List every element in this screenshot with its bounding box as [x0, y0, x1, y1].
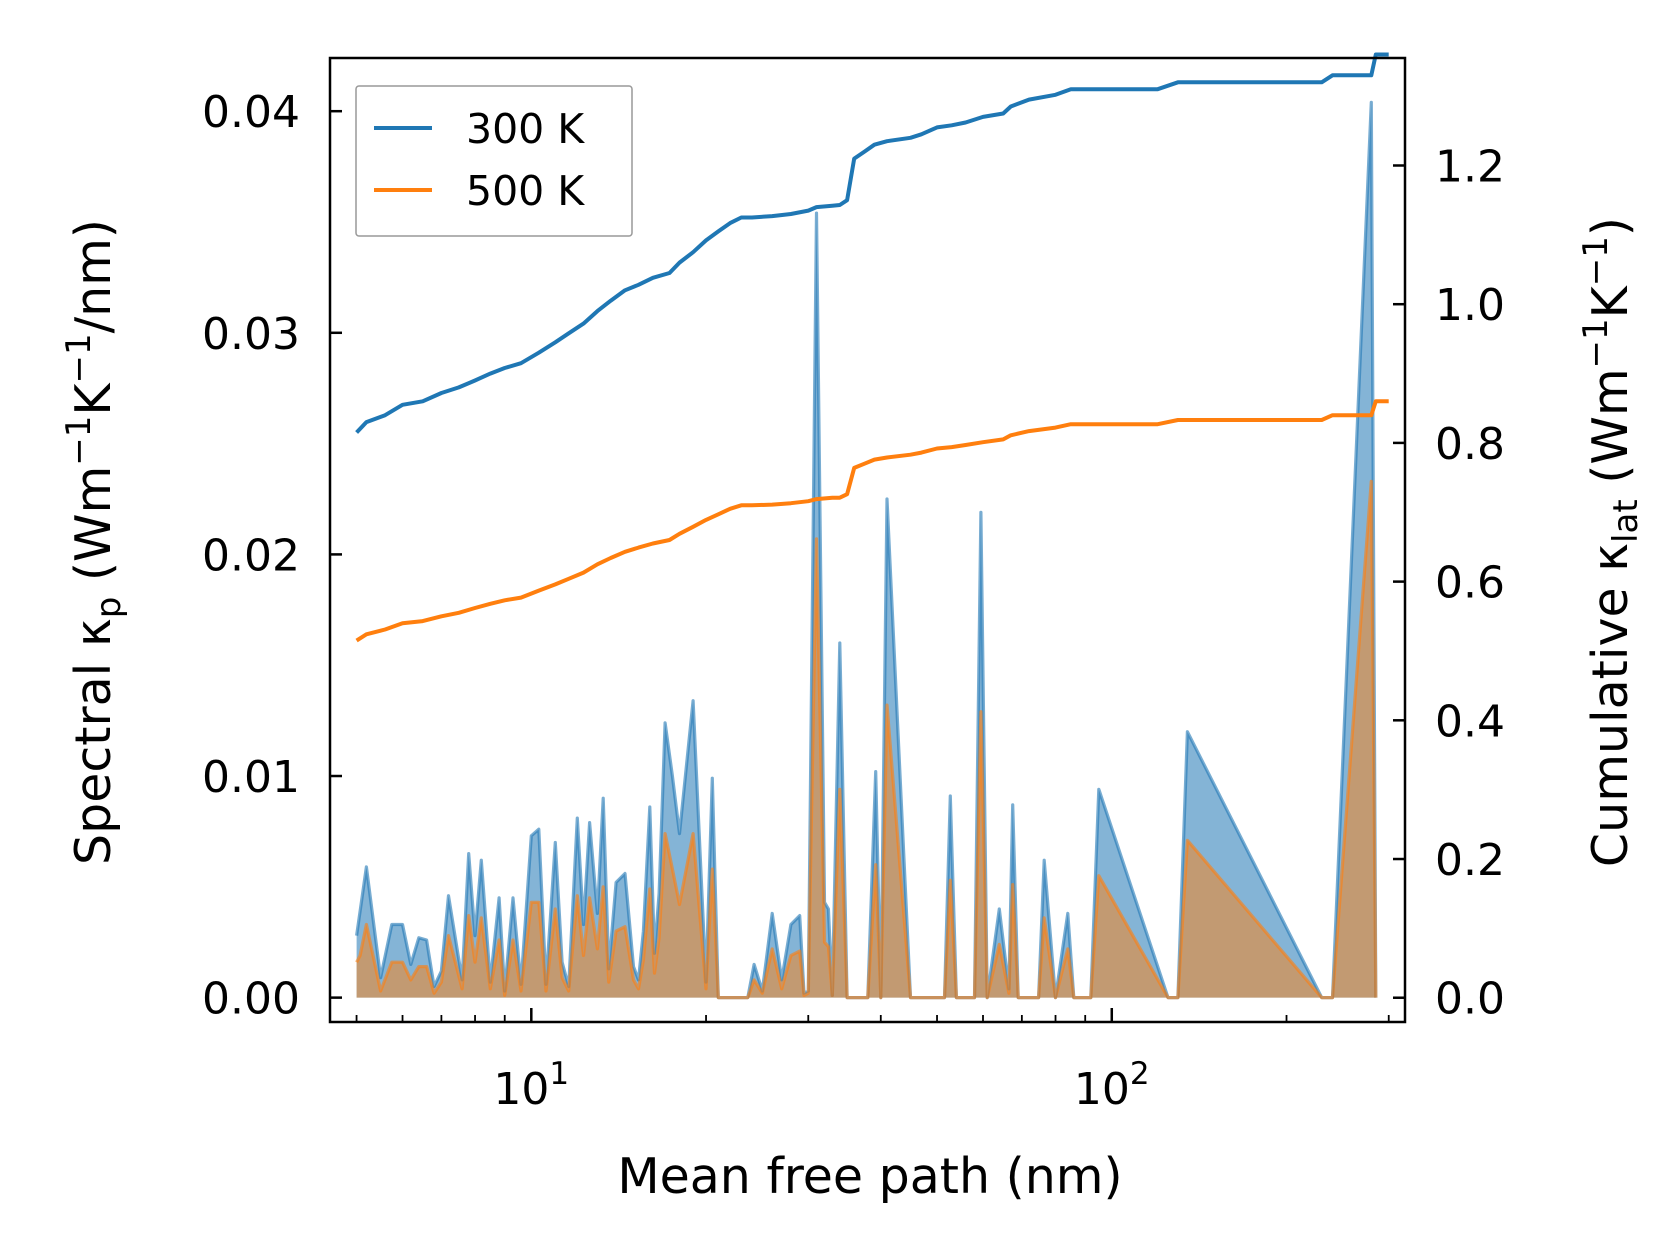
x-axis-label: Mean free path (nm) [617, 1148, 1122, 1205]
y-right-tick-label: 0.8 [1435, 419, 1505, 470]
y-left-tick-label: 0.03 [202, 309, 300, 360]
spectral-line-500k [355, 479, 1378, 1000]
cumulative-line-300k [355, 52, 1389, 434]
legend-box [355, 85, 633, 237]
series-lines [355, 52, 1389, 1000]
x-tick-label-base: 10 [493, 1064, 549, 1115]
x-tick-label-base: 10 [1074, 1064, 1130, 1115]
y-left-tick-label: 0.04 [202, 87, 300, 138]
legend-label-300k: 300 K [466, 105, 585, 153]
y-left-label-sub: p [89, 597, 129, 619]
y-right-tick-label: 1.2 [1435, 141, 1505, 192]
y-left-label-unit-prefix: (Wm [65, 466, 122, 597]
legend: 300 K 500 K [355, 85, 633, 237]
y-left-tick-label: 0.00 [202, 974, 300, 1025]
y-right-tick-label: 1.0 [1435, 280, 1505, 331]
y-axis-left-label: Spectral κp (Wm−1K−1/nm) [59, 219, 129, 865]
y-right-tick-label: 0.0 [1435, 974, 1505, 1025]
y-right-label-sup1: −1 [1576, 318, 1616, 368]
spectral-fills [356, 102, 1376, 998]
plot-frame [328, 56, 1407, 1024]
y-right-label-main: Cumulative κ [1582, 543, 1639, 867]
y-right-label-sup2: −1 [1576, 236, 1616, 286]
y-left-label-main: Spectral κ [65, 618, 122, 865]
y-left-label-sup2: −1 [59, 333, 99, 383]
y-right-label-unit-suffix: ) [1582, 217, 1639, 236]
y-right-tick-label: 0.4 [1435, 696, 1505, 747]
y-left-tick-label: 0.02 [202, 530, 300, 581]
x-tick-label: 102 [1074, 1056, 1150, 1115]
y-left-label-unit-suffix: /nm) [65, 219, 122, 333]
x-tick-label-exp: 1 [549, 1056, 569, 1092]
cumulative-line-500k [355, 399, 1389, 643]
y-left-label-sup1: −1 [59, 416, 99, 466]
y-axis-right-label: Cumulative κlat (Wm−1K−1) [1576, 217, 1646, 867]
axis-ticks: 0.00 0.01 0.02 0.03 0.04 0.0 0.2 0.4 0.6 0.8 1.0 1.… [202, 87, 1505, 1115]
y-right-label-unit-prefix: (Wm [1582, 368, 1639, 499]
spectral-fill-500k [356, 481, 1376, 998]
y-right-tick-label: 0.6 [1435, 558, 1505, 609]
legend-label-500k: 500 K [466, 167, 585, 215]
spectral-fill-300k [356, 102, 1376, 998]
y-right-tick-label: 0.2 [1435, 835, 1505, 886]
y-right-label-sub: lat [1606, 499, 1646, 543]
y-left-tick-label: 0.01 [202, 752, 300, 803]
y-right-label-unit-mid: K [1582, 284, 1639, 318]
y-left-label-unit-mid: K [65, 382, 122, 416]
x-tick-label: 101 [493, 1056, 569, 1115]
x-tick-label-exp: 2 [1130, 1056, 1150, 1092]
